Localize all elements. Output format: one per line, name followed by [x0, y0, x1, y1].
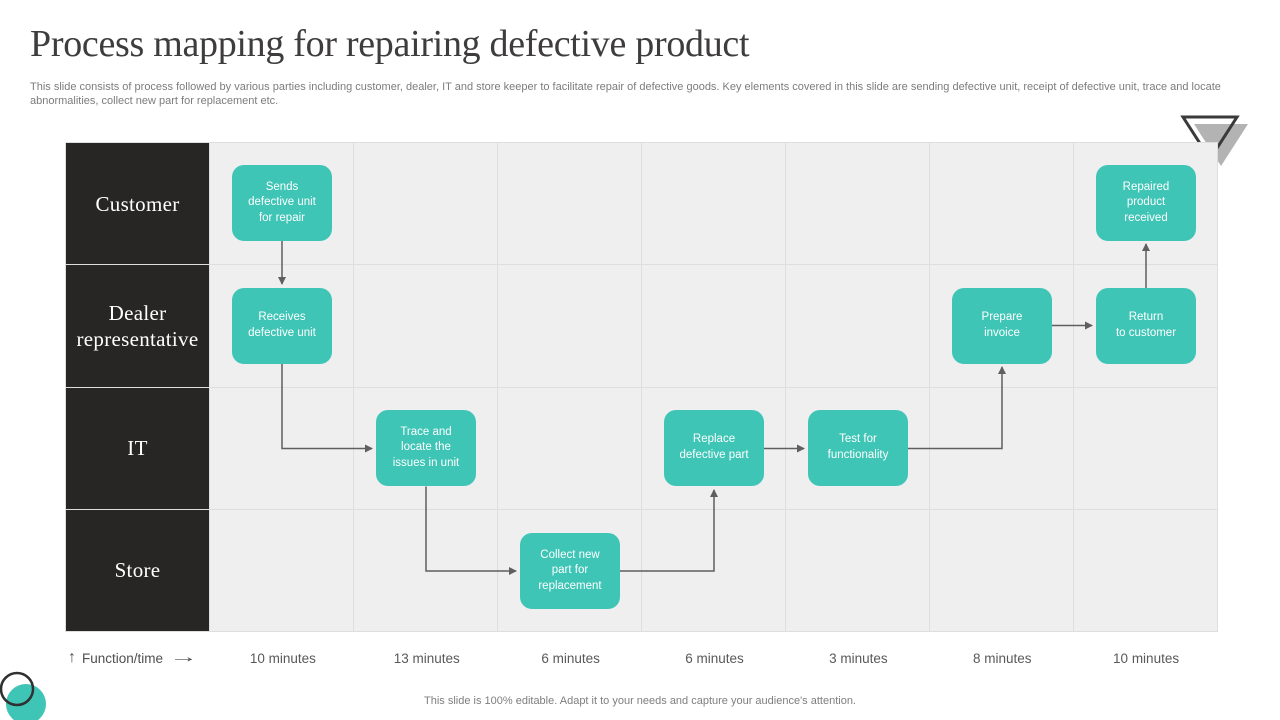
- lane-header-it: IT: [66, 387, 209, 509]
- grid-cell: [354, 143, 497, 265]
- lane-header-dealer-representative: Dealer representative: [66, 265, 209, 387]
- page-title: Process mapping for repairing defective …: [30, 23, 750, 65]
- grid-cell: [642, 143, 785, 265]
- grid-cell: [642, 509, 785, 631]
- lane-label: Customer: [95, 191, 180, 216]
- lane-label: IT: [127, 436, 148, 460]
- axis-caption: Function/time: [82, 650, 164, 666]
- right-arrow-icon: →: [169, 649, 198, 666]
- time-label-col4: 6 minutes: [685, 650, 744, 666]
- grid-cell: [210, 387, 353, 509]
- grid-cell: [642, 265, 785, 387]
- lane-label: Store: [114, 558, 161, 583]
- grid-cell: [1074, 387, 1217, 509]
- circle-decoration: [0, 671, 46, 720]
- grid-cell: [498, 387, 641, 509]
- grid-cell: [1074, 509, 1217, 631]
- triangle-decoration: [1180, 115, 1248, 166]
- grid-cell: [930, 387, 1073, 509]
- grid-cell: [498, 143, 641, 265]
- step-sends-defective-unit: Sends defective unit for repair: [232, 165, 332, 241]
- step-collect-new-part: Collect new part for replacement: [520, 533, 620, 609]
- lane-label: Dealer representative: [76, 300, 199, 351]
- step-test-for-functionality: Test for functionality: [808, 410, 908, 486]
- editable-note: This slide is 100% editable. Adapt it to…: [424, 695, 856, 707]
- ring-circle-shape: [0, 671, 35, 707]
- grid-cell: [498, 265, 641, 387]
- slide-description: This slide consists of process followed …: [30, 81, 1221, 107]
- up-arrow-icon: ↑: [68, 649, 76, 666]
- step-repaired-product-received: Repaired product received: [1096, 165, 1196, 241]
- grid-cell: [786, 265, 929, 387]
- grid-cell: [786, 509, 929, 631]
- lane-header-store: Store: [66, 509, 209, 631]
- step-replace-defective-part: Replace defective part: [664, 410, 764, 486]
- step-prepare-invoice: Prepare invoice: [952, 288, 1052, 364]
- triangle-gray-shape: [1194, 124, 1248, 166]
- function-time-axis: ↑ Function/time →: [68, 645, 213, 671]
- step-return-to-customer: Return to customer: [1096, 288, 1196, 364]
- time-label-col7: 10 minutes: [1113, 650, 1180, 666]
- step-receives-defective-unit: Receives defective unit: [232, 288, 332, 364]
- grid-cell: [210, 509, 353, 631]
- time-axis-row: 10 minutes 13 minutes 6 minutes 6 minute…: [211, 645, 1218, 671]
- time-label-col5: 3 minutes: [829, 650, 888, 666]
- time-label-col6: 8 minutes: [972, 650, 1032, 666]
- time-label-col2: 13 minutes: [393, 650, 460, 666]
- grid-cell: [786, 143, 929, 265]
- grid-cell: [930, 143, 1073, 265]
- time-label-col1: 10 minutes: [249, 650, 316, 666]
- grid-cell: [354, 265, 497, 387]
- lane-header-customer: Customer: [66, 143, 209, 265]
- step-trace-and-locate-issues: Trace and locate the issues in unit: [376, 410, 476, 486]
- grid-cell: [354, 509, 497, 631]
- triangle-outline-shape: [1180, 115, 1240, 162]
- grid-cell: [930, 509, 1073, 631]
- time-label-col3: 6 minutes: [541, 650, 600, 666]
